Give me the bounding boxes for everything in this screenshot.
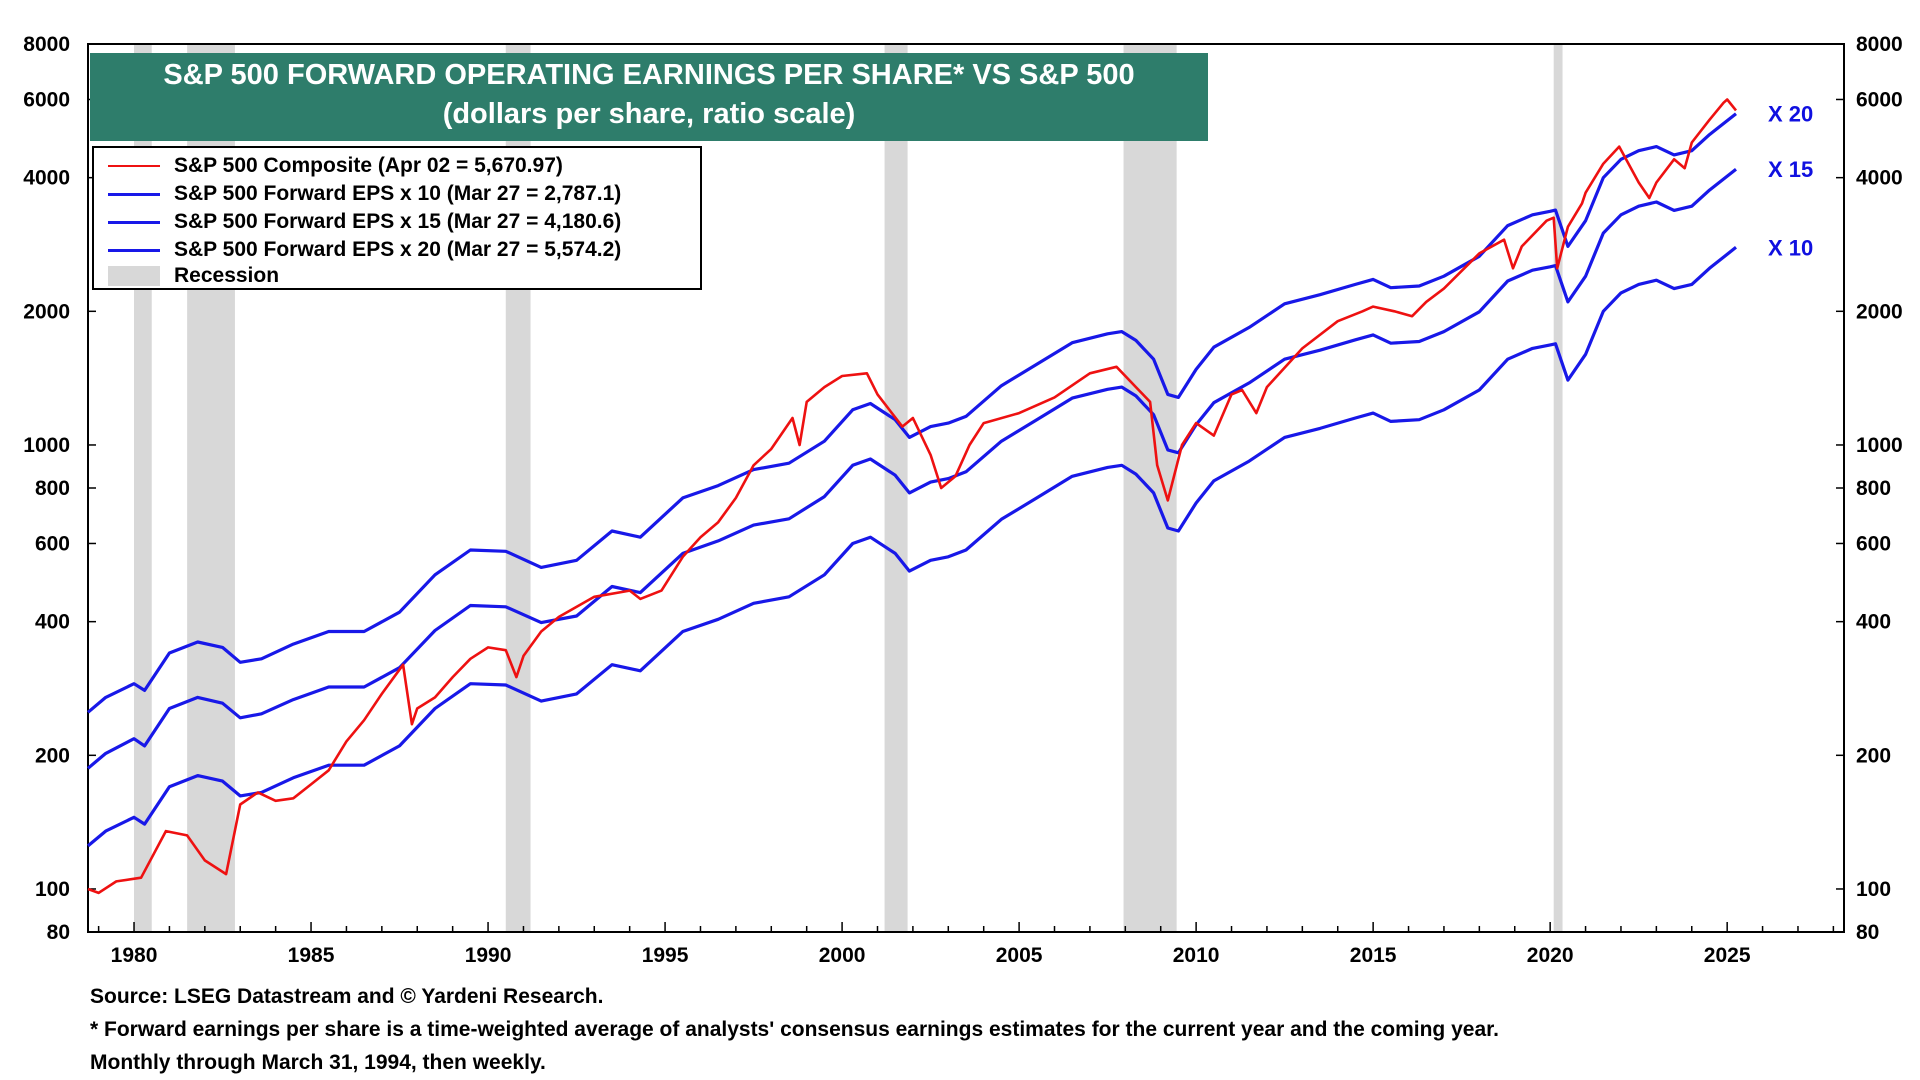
axes: 8000 8000 6000 6000 4000 4000 2000 2000 1000 1000… [23, 33, 1902, 967]
legend-label-eps-x20: S&P 500 Forward EPS x 20 (Mar 27 = 5,574… [174, 238, 622, 261]
y-tick-label-left: 600 [35, 532, 70, 555]
legend-swatch-blue [108, 248, 160, 252]
series-line-s-p-500-forward-eps-x-20 [86, 112, 1737, 714]
series-line-s-p-500-forward-eps-x-10 [86, 246, 1737, 848]
y-tick-label-right: 100 [1856, 878, 1891, 901]
legend-swatch-recession [108, 266, 160, 286]
chart-title: S&P 500 FORWARD OPERATING EARNINGS PER S… [163, 59, 1135, 91]
legend-label-recession: Recession [174, 264, 280, 287]
legend-label-composite: S&P 500 Composite (Apr 02 = 5,670.97) [174, 154, 563, 177]
y-tick-label-right: 400 [1856, 611, 1891, 634]
legend-item-eps-x15: S&P 500 Forward EPS x 15 (Mar 27 = 4,180… [94, 208, 621, 236]
y-tick-label-left: 1000 [23, 434, 70, 457]
footer-frequency: Monthly through March 31, 1994, then wee… [90, 1051, 546, 1074]
legend-label-eps-x15: S&P 500 Forward EPS x 15 (Mar 27 = 4,180… [174, 210, 622, 233]
y-tick-label-right: 6000 [1856, 88, 1903, 111]
series-line-s-p-500-forward-eps-x-15 [86, 167, 1737, 770]
series-lines [86, 98, 1738, 895]
y-tick-label-right: 80 [1856, 921, 1879, 944]
x-tick-label: 1990 [465, 944, 512, 967]
y-tick-label-left: 800 [35, 477, 70, 500]
end-label-x20: X 20 [1768, 102, 1813, 127]
y-tick-label-right: 600 [1856, 532, 1891, 555]
series-end-labels: X 10 X 15 X 20 [1768, 102, 1813, 261]
x-tick-label: 2015 [1350, 944, 1397, 967]
chart-subtitle: (dollars per share, ratio scale) [442, 98, 856, 130]
legend-item-eps-x10: S&P 500 Forward EPS x 10 (Mar 27 = 2,787… [94, 180, 621, 208]
y-tick-label-left: 100 [35, 878, 70, 901]
y-tick-label-right: 4000 [1856, 167, 1903, 190]
y-tick-label-left: 400 [35, 611, 70, 634]
legend-item-composite: S&P 500 Composite (Apr 02 = 5,670.97) [94, 152, 563, 180]
legend-swatch-red [108, 165, 160, 167]
y-tick-label-left: 8000 [23, 33, 70, 56]
y-tick-label-left: 80 [47, 921, 70, 944]
end-label-x15: X 15 [1768, 157, 1813, 182]
x-tick-label: 1995 [642, 944, 689, 967]
recession-band [884, 44, 908, 932]
legend-swatch-blue [108, 220, 160, 224]
x-tick-label: 2010 [1173, 944, 1220, 967]
x-tick-label: 2000 [819, 944, 866, 967]
legend-item-recession: Recession [94, 262, 279, 290]
recession-band [1553, 44, 1563, 932]
x-tick-label: 2005 [996, 944, 1043, 967]
x-tick-label: 1980 [111, 944, 158, 967]
y-tick-label-left: 2000 [23, 300, 70, 323]
footer-note: * Forward earnings per share is a time-w… [90, 1018, 1499, 1041]
y-tick-label-right: 8000 [1856, 33, 1903, 56]
legend-label-eps-x10: S&P 500 Forward EPS x 10 (Mar 27 = 2,787… [174, 182, 622, 205]
y-tick-label-right: 2000 [1856, 300, 1903, 323]
y-tick-label-left: 6000 [23, 88, 70, 111]
x-tick-label: 2020 [1527, 944, 1574, 967]
legend: S&P 500 Composite (Apr 02 = 5,670.97) S&… [92, 146, 702, 290]
legend-swatch-blue [108, 192, 160, 196]
x-tick-label: 1985 [288, 944, 335, 967]
y-tick-label-right: 1000 [1856, 434, 1903, 457]
y-tick-label-left: 200 [35, 744, 70, 767]
chart-title-box: S&P 500 FORWARD OPERATING EARNINGS PER S… [90, 53, 1208, 141]
y-tick-label-left: 4000 [23, 167, 70, 190]
legend-item-eps-x20: S&P 500 Forward EPS x 20 (Mar 27 = 5,574… [94, 236, 621, 264]
y-tick-label-right: 800 [1856, 477, 1891, 500]
y-tick-label-right: 200 [1856, 744, 1891, 767]
x-tick-label: 2025 [1704, 944, 1751, 967]
footer-source: Source: LSEG Datastream and © Yardeni Re… [90, 985, 604, 1008]
end-label-x10: X 10 [1768, 235, 1813, 260]
series-line-s-p-500-composite [87, 98, 1738, 895]
